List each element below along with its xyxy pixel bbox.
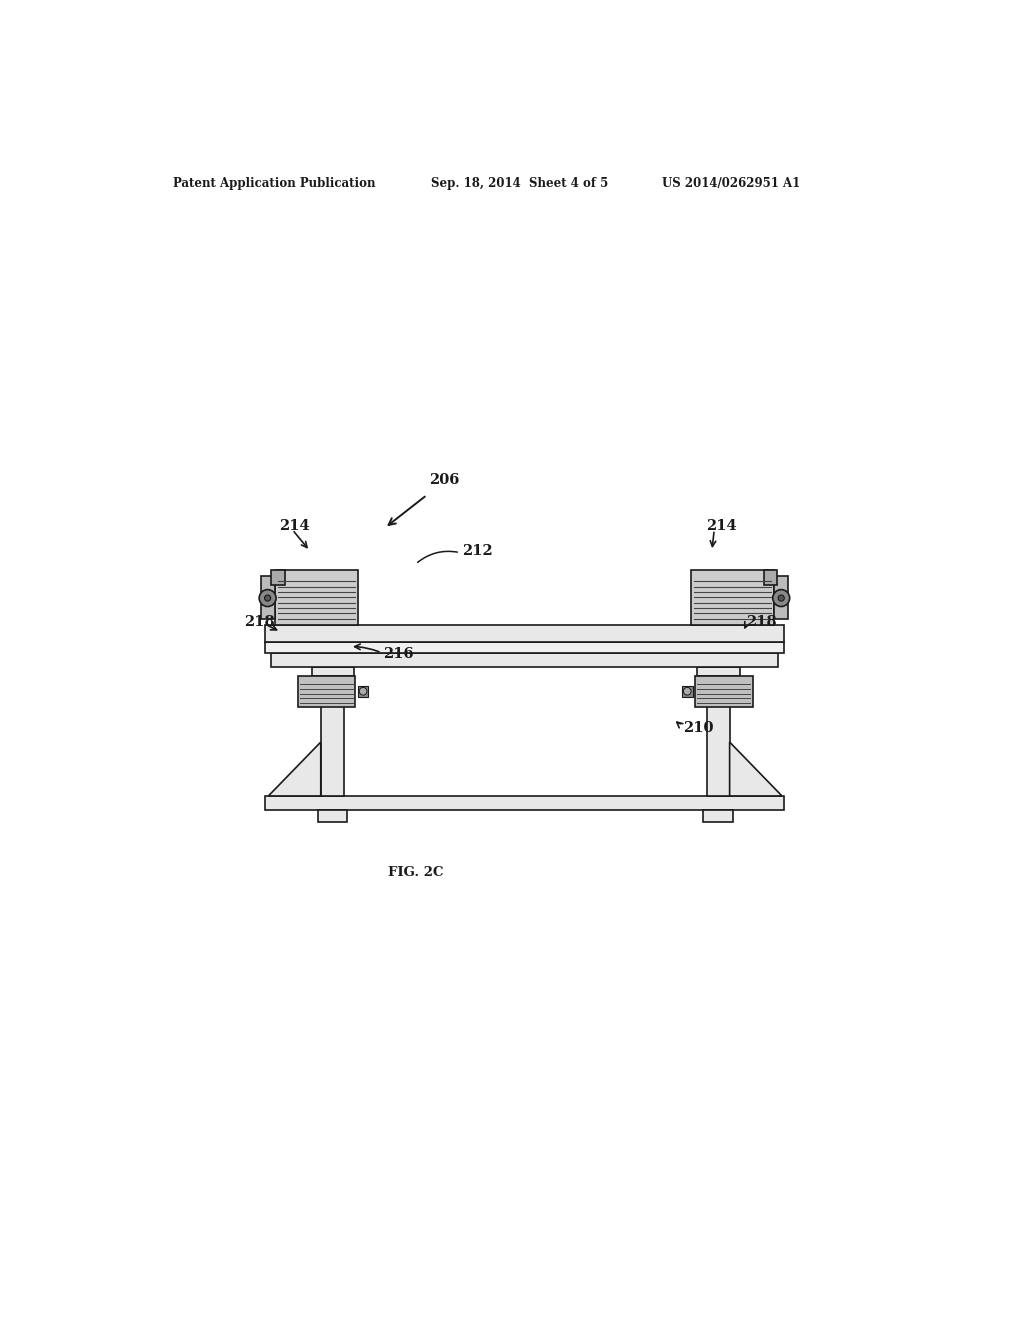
Bar [691, 570, 774, 626]
Bar [695, 676, 753, 706]
Bar [264, 626, 784, 642]
Text: FIG. 2C: FIG. 2C [388, 866, 443, 879]
Bar [265, 796, 783, 810]
Circle shape [264, 595, 270, 601]
Bar [261, 576, 274, 619]
Bar [774, 576, 788, 619]
Circle shape [259, 590, 276, 607]
Bar [317, 810, 347, 822]
Bar [298, 676, 355, 706]
Bar [707, 651, 730, 796]
Bar [311, 667, 354, 676]
Text: 210: 210 [683, 721, 714, 735]
Circle shape [359, 688, 367, 696]
Bar [357, 686, 369, 697]
Text: 218: 218 [746, 615, 777, 628]
Bar [321, 651, 344, 796]
Text: 218: 218 [245, 615, 275, 628]
Text: 216: 216 [383, 647, 414, 661]
Text: 206: 206 [429, 473, 460, 487]
Polygon shape [730, 742, 782, 796]
Circle shape [773, 590, 790, 607]
Text: US 2014/0262951 A1: US 2014/0262951 A1 [662, 177, 800, 190]
Bar [264, 642, 784, 653]
Bar [697, 667, 739, 676]
Bar [270, 653, 778, 667]
Bar [703, 810, 733, 822]
Text: 214: 214 [707, 519, 737, 533]
Bar [274, 570, 357, 626]
Text: 214: 214 [280, 519, 310, 533]
Text: Sep. 18, 2014  Sheet 4 of 5: Sep. 18, 2014 Sheet 4 of 5 [431, 177, 608, 190]
Bar [271, 570, 286, 585]
Text: Patent Application Publication: Patent Application Publication [173, 177, 376, 190]
Circle shape [778, 595, 784, 601]
Circle shape [683, 688, 691, 696]
Text: 212: 212 [462, 544, 493, 558]
Bar [682, 686, 692, 697]
Polygon shape [268, 742, 321, 796]
Bar [764, 570, 777, 585]
